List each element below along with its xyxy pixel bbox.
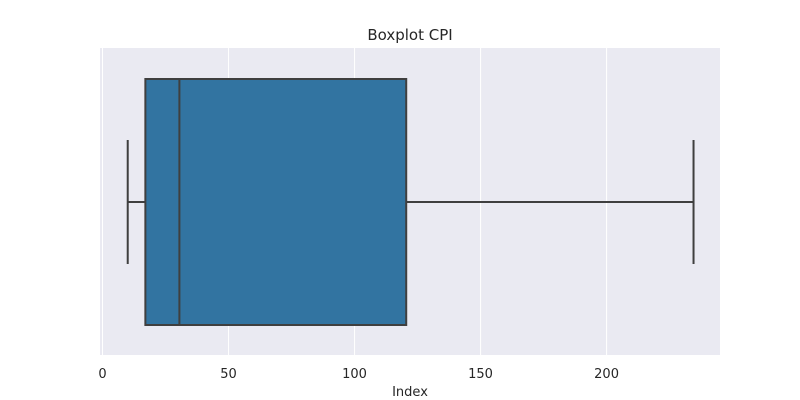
x-axis-label: Index (392, 385, 428, 400)
box-plot (126, 78, 695, 326)
x-tick-label: 100 (342, 367, 367, 382)
x-tick-label: 0 (98, 367, 106, 382)
x-axis-ticks: 0 50 100 150 200 (98, 367, 619, 382)
x-tick-label: 50 (220, 367, 237, 382)
x-tick-label: 200 (594, 367, 619, 382)
x-tick-label: 150 (468, 367, 493, 382)
interquartile-box (144, 78, 408, 326)
chart-title: Boxplot CPI (367, 26, 452, 44)
